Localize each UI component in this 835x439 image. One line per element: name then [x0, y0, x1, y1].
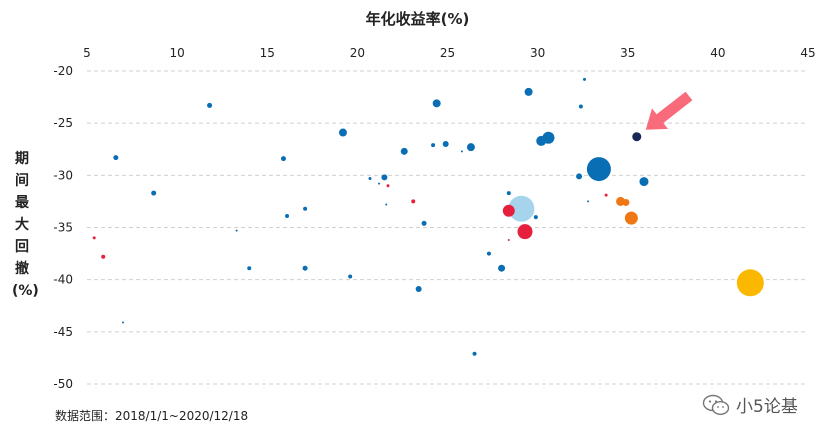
data-points [92, 77, 764, 356]
y-tick-label: -35 [53, 221, 73, 235]
x-tick-label: 35 [620, 46, 635, 60]
data-point [101, 254, 106, 259]
data-point [385, 203, 388, 206]
y-tick-label: -50 [53, 377, 73, 391]
brand-name: 小5论基 [736, 397, 798, 417]
data-point [415, 286, 422, 293]
data-point [235, 229, 238, 232]
y-tick-label: -20 [53, 64, 73, 78]
x-axis-title: 年化收益率(%) [365, 10, 470, 28]
data-point [622, 198, 630, 206]
gridlines [87, 70, 808, 385]
data-point [431, 143, 436, 148]
x-tick-label: 30 [530, 46, 545, 60]
data-point [736, 269, 764, 297]
data-point [411, 199, 416, 204]
x-tick-label: 20 [350, 46, 365, 60]
data-point [368, 176, 372, 180]
data-point [378, 182, 381, 185]
wechat-icon [702, 394, 730, 415]
data-point [502, 204, 515, 217]
x-tick-labels: 5 10 15 20 25 30 35 40 45 [83, 46, 815, 60]
data-point [486, 251, 491, 256]
data-point [507, 239, 510, 242]
data-point [113, 155, 119, 161]
x-tick-label: 5 [83, 46, 91, 60]
y-tick-labels: -20 -25 -30 -35 -40 -45 -50 [53, 64, 73, 391]
x-tick-label: 25 [440, 46, 455, 60]
data-point [533, 215, 538, 220]
y-tick-label: -45 [53, 325, 73, 339]
data-point [506, 191, 511, 196]
data-point [517, 224, 533, 240]
data-point [247, 266, 252, 271]
y-tick-label: -40 [53, 273, 73, 287]
x-tick-label: 40 [710, 46, 725, 60]
data-point [386, 184, 390, 188]
brand-watermark: 小5论基 [702, 392, 798, 417]
data-point [303, 206, 308, 211]
x-tick-label: 10 [169, 46, 184, 60]
data-point [280, 156, 286, 162]
data-point [92, 236, 96, 240]
data-point [576, 173, 583, 180]
data-point [498, 264, 506, 272]
highlight-arrow [645, 91, 693, 130]
data-point [578, 104, 583, 109]
data-point [466, 143, 475, 152]
data-point [302, 265, 308, 271]
data-point [604, 193, 608, 197]
data-point [338, 128, 347, 137]
data-point [624, 211, 638, 225]
data-point [285, 214, 290, 219]
data-point [381, 174, 388, 181]
data-point [582, 77, 586, 81]
x-tick-label: 15 [260, 46, 275, 60]
data-point [639, 177, 649, 187]
data-point [508, 195, 535, 222]
y-tick-label: -30 [53, 168, 73, 182]
y-tick-label: -25 [53, 116, 73, 130]
data-point [207, 102, 213, 108]
data-point [348, 274, 353, 279]
data-point [472, 351, 477, 356]
x-tick-label: 45 [800, 46, 815, 60]
data-point [586, 157, 611, 182]
data-point [432, 99, 441, 108]
data-point [151, 190, 157, 196]
arrow-annotation [645, 91, 693, 130]
data-point [536, 135, 547, 146]
data-point [524, 87, 533, 96]
data-point [460, 150, 463, 153]
data-point [632, 132, 642, 142]
data-point [442, 141, 449, 148]
data-point [122, 321, 125, 324]
data-point [587, 200, 590, 203]
data-point [400, 147, 408, 155]
data-point [421, 220, 427, 226]
data-range-note: 数据范围：2018/1/1~2020/12/18 [55, 409, 249, 423]
